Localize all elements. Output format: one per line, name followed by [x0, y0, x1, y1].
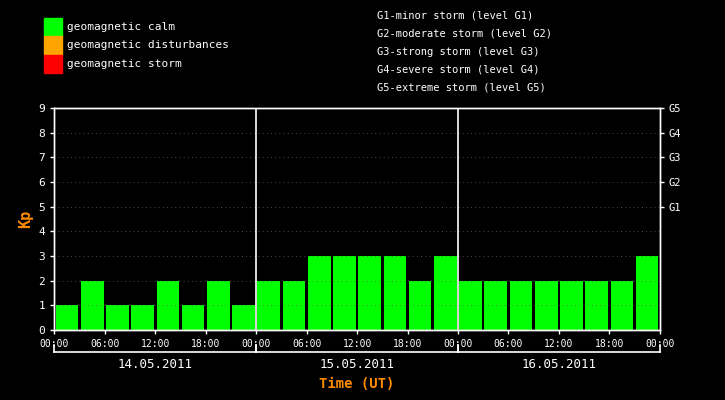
Bar [131, 305, 154, 330]
Bar [459, 281, 482, 330]
Text: Time (UT): Time (UT) [320, 377, 394, 391]
Bar [434, 256, 457, 330]
Text: G5-extreme storm (level G5): G5-extreme storm (level G5) [377, 83, 546, 93]
Text: G1-minor storm (level G1): G1-minor storm (level G1) [377, 11, 534, 21]
Bar [585, 281, 608, 330]
Text: geomagnetic storm: geomagnetic storm [67, 59, 182, 69]
Text: geomagnetic disturbances: geomagnetic disturbances [67, 40, 229, 50]
Bar [610, 281, 633, 330]
Bar [636, 256, 658, 330]
Y-axis label: Kp: Kp [18, 210, 33, 228]
Bar [308, 256, 331, 330]
Bar [484, 281, 507, 330]
Bar [56, 305, 78, 330]
Bar [560, 281, 583, 330]
Bar [232, 305, 255, 330]
Bar [535, 281, 558, 330]
Bar [182, 305, 204, 330]
Text: 14.05.2011: 14.05.2011 [117, 358, 193, 370]
Bar [81, 281, 104, 330]
Text: G2-moderate storm (level G2): G2-moderate storm (level G2) [377, 29, 552, 39]
Text: G3-strong storm (level G3): G3-strong storm (level G3) [377, 47, 539, 57]
Bar [257, 281, 280, 330]
Text: 15.05.2011: 15.05.2011 [320, 358, 394, 370]
Bar [409, 281, 431, 330]
Bar [510, 281, 532, 330]
Bar [207, 281, 230, 330]
Text: G4-severe storm (level G4): G4-severe storm (level G4) [377, 65, 539, 75]
Bar [333, 256, 356, 330]
Text: geomagnetic calm: geomagnetic calm [67, 22, 175, 32]
Bar [358, 256, 381, 330]
Bar [384, 256, 406, 330]
Text: 16.05.2011: 16.05.2011 [521, 358, 597, 370]
Bar [106, 305, 129, 330]
Bar [283, 281, 305, 330]
Bar [157, 281, 179, 330]
